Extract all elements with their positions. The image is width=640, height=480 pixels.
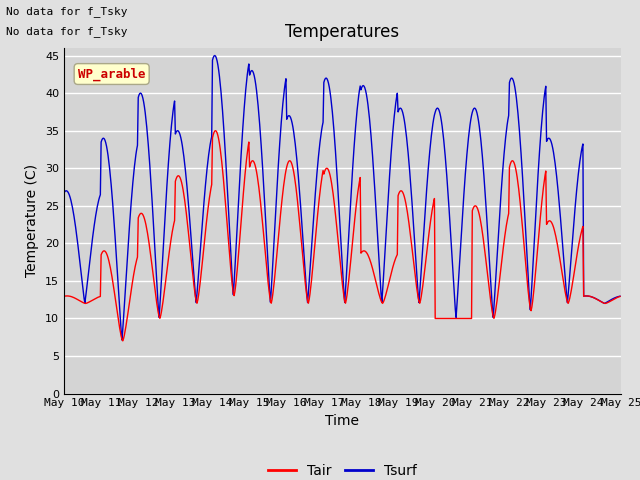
Legend: Tair, Tsurf: Tair, Tsurf: [262, 458, 422, 480]
Text: No data for f_Tsky: No data for f_Tsky: [6, 25, 128, 36]
Title: Temperatures: Temperatures: [285, 23, 399, 41]
Text: WP_arable: WP_arable: [78, 67, 145, 81]
Text: No data for f_Tsky: No data for f_Tsky: [6, 6, 128, 17]
Y-axis label: Temperature (C): Temperature (C): [26, 164, 40, 277]
X-axis label: Time: Time: [325, 414, 360, 428]
